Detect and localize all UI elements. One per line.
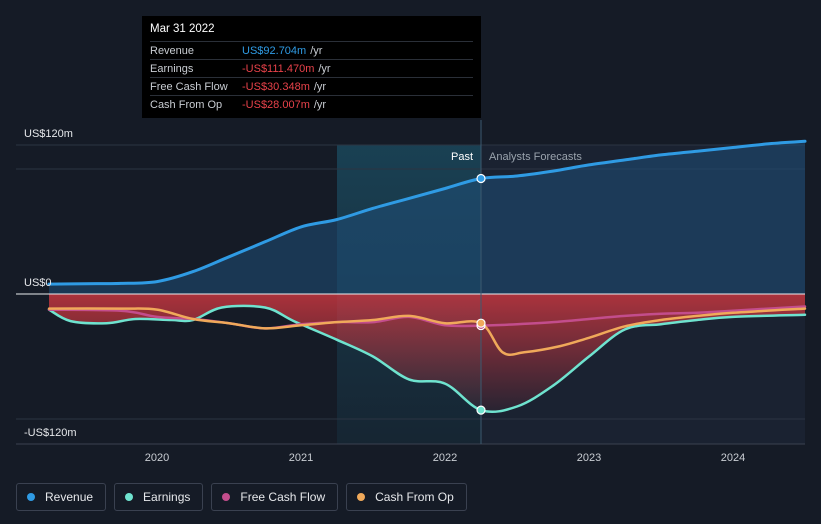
x-tick-label: 2020 <box>145 452 169 464</box>
forecast-label: Analysts Forecasts <box>489 151 582 163</box>
tooltip: Mar 31 2022 Revenue US$92.704m /yr Earni… <box>142 16 481 118</box>
x-tick-label: 2024 <box>721 452 745 464</box>
legend-label: Cash From Op <box>375 490 454 504</box>
legend-label: Revenue <box>45 490 94 504</box>
tooltip-value: -US$111.470m <box>242 62 315 75</box>
marker-revenue <box>476 173 486 184</box>
x-tick-label: 2021 <box>289 452 313 464</box>
marker-cash-from-op <box>476 318 486 328</box>
past-label: Past <box>451 151 473 163</box>
tooltip-label: Revenue <box>150 44 195 57</box>
earnings-area <box>49 294 805 412</box>
earnings-dot-icon <box>125 493 134 501</box>
y-tick-label: -US$120m <box>24 427 77 439</box>
cash-from-op-dot-icon <box>357 493 366 501</box>
legend-label: Earnings <box>143 490 191 504</box>
tooltip-row-cash-from-op: Cash From Op -US$28.007m /yr <box>150 95 473 113</box>
tooltip-label: Cash From Op <box>150 98 223 111</box>
tooltip-value: US$92.704m <box>242 44 307 57</box>
tooltip-value: -US$30.348m <box>242 80 310 93</box>
y-tick-label: US$120m <box>24 128 73 140</box>
tooltip-value: -US$28.007m <box>242 98 310 111</box>
x-tick-label: 2022 <box>433 452 457 464</box>
series-line-revenue <box>47 139 807 286</box>
tooltip-row-earnings: Earnings -US$111.470m /yr <box>150 59 473 77</box>
tooltip-unit: /yr <box>313 80 327 93</box>
free-cash-flow-dot-icon <box>222 493 231 501</box>
legend-item-free-cash-flow[interactable]: Free Cash Flow <box>211 483 339 511</box>
tooltip-unit: /yr <box>310 44 323 57</box>
tooltip-unit: /yr <box>313 98 327 111</box>
series-line-earnings <box>47 304 807 414</box>
revenue-area <box>49 141 805 294</box>
tooltip-date: Mar 31 2022 <box>150 23 215 35</box>
marker-earnings <box>476 405 486 415</box>
legend-item-revenue[interactable]: Revenue <box>16 483 107 511</box>
tooltip-label: Earnings <box>150 62 194 75</box>
tooltip-row-free-cash-flow: Free Cash Flow -US$30.348m /yr <box>150 77 473 95</box>
legend-label: Free Cash Flow <box>240 490 326 504</box>
legend: Revenue Earnings Free Cash Flow Cash Fro… <box>16 483 467 511</box>
revenue-dot-icon <box>27 493 35 501</box>
tooltip-row-revenue: Revenue US$92.704m /yr <box>150 41 473 59</box>
y-tick-label: US$0 <box>24 277 52 289</box>
series-line-cash-from-op <box>47 307 807 356</box>
tooltip-label: Free Cash Flow <box>150 80 228 93</box>
legend-item-cash-from-op[interactable]: Cash From Op <box>346 483 467 511</box>
x-tick-label: 2023 <box>577 452 601 464</box>
legend-item-earnings[interactable]: Earnings <box>114 483 204 511</box>
tooltip-unit: /yr <box>318 62 331 75</box>
